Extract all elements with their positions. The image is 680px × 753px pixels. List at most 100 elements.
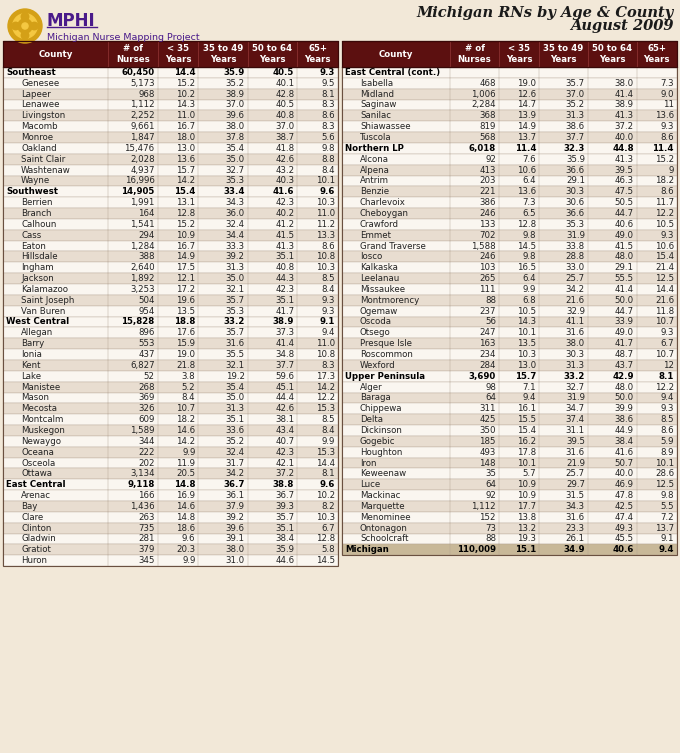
Text: 35.0: 35.0 — [226, 154, 245, 163]
Circle shape — [12, 23, 20, 29]
Text: 1,892: 1,892 — [130, 274, 154, 283]
Text: 10.7: 10.7 — [655, 350, 674, 359]
Text: 35.3: 35.3 — [226, 306, 245, 316]
Text: 5.8: 5.8 — [322, 545, 335, 554]
Text: 1,112: 1,112 — [130, 100, 154, 109]
Text: 30.6: 30.6 — [566, 198, 585, 207]
Text: Wexford: Wexford — [360, 361, 396, 370]
Text: 10.7: 10.7 — [655, 318, 674, 327]
Text: Emmet: Emmet — [360, 230, 391, 239]
Bar — [3, 41, 338, 67]
Text: Antrim: Antrim — [360, 176, 389, 185]
Text: 38.7: 38.7 — [275, 133, 294, 142]
Bar — [342, 230, 677, 241]
Text: Benzie: Benzie — [360, 187, 389, 197]
Text: 12: 12 — [663, 361, 674, 370]
Text: 40.2: 40.2 — [275, 209, 294, 218]
Text: 40.6: 40.6 — [613, 545, 634, 554]
Text: Michigan RNs by Age & County: Michigan RNs by Age & County — [417, 6, 674, 20]
Text: 19.6: 19.6 — [176, 296, 195, 305]
Text: 35.2: 35.2 — [226, 437, 245, 446]
Text: Calhoun: Calhoun — [21, 220, 56, 229]
Text: 88: 88 — [485, 535, 496, 544]
Text: 31.6: 31.6 — [226, 339, 245, 348]
Text: 41.2: 41.2 — [275, 220, 294, 229]
Text: 12.5: 12.5 — [655, 274, 674, 283]
Text: 12.8: 12.8 — [316, 535, 335, 544]
Text: 702: 702 — [479, 230, 496, 239]
Text: 386: 386 — [479, 198, 496, 207]
Text: 36.6: 36.6 — [566, 209, 585, 218]
Text: 6,827: 6,827 — [130, 361, 154, 370]
Bar — [342, 458, 677, 468]
Text: 16.5: 16.5 — [517, 264, 537, 273]
Text: 133: 133 — [479, 220, 496, 229]
Text: Dickinson: Dickinson — [360, 426, 402, 435]
Text: 37.9: 37.9 — [226, 502, 245, 511]
Text: 35.9: 35.9 — [566, 154, 585, 163]
Text: 9.3: 9.3 — [322, 296, 335, 305]
Text: August 2009: August 2009 — [571, 19, 674, 33]
Text: 9.1: 9.1 — [660, 535, 674, 544]
Text: 35.1: 35.1 — [275, 523, 294, 532]
Text: 34.8: 34.8 — [275, 350, 294, 359]
Text: 1,436: 1,436 — [130, 502, 154, 511]
Bar — [3, 99, 338, 111]
Bar — [342, 370, 677, 382]
Bar — [3, 512, 338, 523]
Text: 18.8: 18.8 — [174, 318, 195, 327]
Text: 9.3: 9.3 — [322, 306, 335, 316]
Text: Barry: Barry — [21, 339, 44, 348]
Text: 20.5: 20.5 — [176, 469, 195, 478]
Text: Lapeer: Lapeer — [21, 90, 51, 99]
Text: Hillsdale: Hillsdale — [21, 252, 58, 261]
Text: 37.0: 37.0 — [275, 122, 294, 131]
Bar — [342, 252, 677, 262]
Text: 73: 73 — [485, 523, 496, 532]
Text: 44.4: 44.4 — [275, 393, 294, 402]
Text: 40.1: 40.1 — [275, 79, 294, 88]
Text: < 35
Years: < 35 Years — [165, 44, 191, 63]
Circle shape — [21, 13, 29, 20]
Text: 10.9: 10.9 — [517, 480, 537, 489]
Text: 1,588: 1,588 — [471, 242, 496, 251]
Text: 11.4: 11.4 — [515, 144, 537, 153]
Text: 15.2: 15.2 — [655, 154, 674, 163]
Text: 40.8: 40.8 — [275, 264, 294, 273]
Text: 12.5: 12.5 — [655, 480, 674, 489]
Bar — [3, 241, 338, 252]
Text: 6,018: 6,018 — [469, 144, 496, 153]
Text: 38.4: 38.4 — [615, 437, 634, 446]
Text: 8.6: 8.6 — [660, 187, 674, 197]
Text: 2,252: 2,252 — [130, 111, 154, 120]
Text: 21.4: 21.4 — [655, 264, 674, 273]
Text: 14.2: 14.2 — [176, 176, 195, 185]
Text: 18.2: 18.2 — [655, 176, 674, 185]
Text: 1,589: 1,589 — [130, 426, 154, 435]
Text: 10.5: 10.5 — [655, 220, 674, 229]
Text: Crawford: Crawford — [360, 220, 399, 229]
Text: 8.6: 8.6 — [322, 242, 335, 251]
Text: 3.8: 3.8 — [182, 372, 195, 381]
Text: Schoolcraft: Schoolcraft — [360, 535, 409, 544]
Text: 43.4: 43.4 — [275, 426, 294, 435]
Text: 19.2: 19.2 — [226, 372, 245, 381]
Text: 32.7: 32.7 — [226, 166, 245, 175]
Bar — [3, 121, 338, 132]
Text: 56: 56 — [485, 318, 496, 327]
Text: 8.4: 8.4 — [322, 426, 335, 435]
Text: 39.1: 39.1 — [226, 535, 245, 544]
Text: 32.1: 32.1 — [226, 285, 245, 294]
Text: 14.9: 14.9 — [176, 252, 195, 261]
Text: 37.0: 37.0 — [226, 100, 245, 109]
Text: 9.3: 9.3 — [660, 404, 674, 413]
Text: 8.1: 8.1 — [659, 372, 674, 381]
Text: 345: 345 — [138, 556, 154, 566]
Text: 46.3: 46.3 — [615, 176, 634, 185]
Text: 37.0: 37.0 — [566, 90, 585, 99]
Text: 31.3: 31.3 — [226, 404, 245, 413]
Text: 25.7: 25.7 — [566, 274, 585, 283]
Text: 47.4: 47.4 — [615, 513, 634, 522]
Text: 504: 504 — [138, 296, 154, 305]
Text: 28.8: 28.8 — [566, 252, 585, 261]
